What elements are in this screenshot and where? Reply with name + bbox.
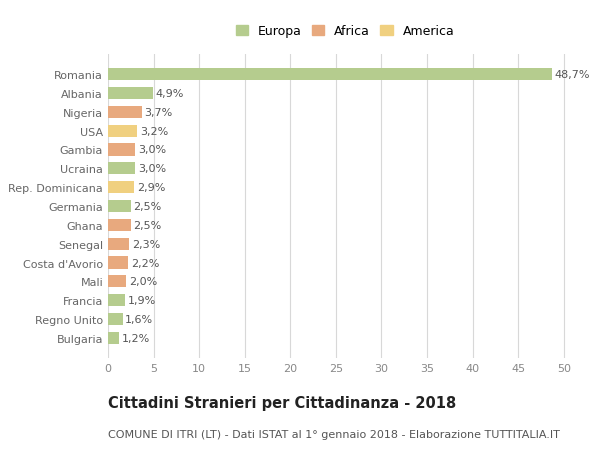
Bar (108, 219, 131, 231)
Text: 2,5%: 2,5% (134, 220, 162, 230)
Bar (108, 201, 131, 213)
Bar (108, 163, 136, 175)
Text: 2,0%: 2,0% (129, 277, 157, 287)
Text: 2,3%: 2,3% (132, 239, 160, 249)
Text: 2,2%: 2,2% (131, 258, 159, 268)
Bar (108, 257, 128, 269)
Bar (108, 332, 119, 344)
Bar (108, 313, 122, 325)
Text: Cittadini Stranieri per Cittadinanza - 2018: Cittadini Stranieri per Cittadinanza - 2… (108, 395, 456, 410)
Bar (108, 125, 137, 137)
Bar (108, 182, 134, 194)
Legend: Europa, Africa, America: Europa, Africa, America (235, 25, 455, 38)
Bar (108, 276, 126, 288)
Text: 1,9%: 1,9% (128, 296, 157, 306)
Text: 3,0%: 3,0% (138, 145, 166, 155)
Bar (108, 144, 136, 156)
Text: 2,5%: 2,5% (134, 202, 162, 212)
Bar (108, 106, 142, 119)
Text: 3,0%: 3,0% (138, 164, 166, 174)
Text: COMUNE DI ITRI (LT) - Dati ISTAT al 1° gennaio 2018 - Elaborazione TUTTITALIA.IT: COMUNE DI ITRI (LT) - Dati ISTAT al 1° g… (108, 429, 560, 439)
Bar (108, 88, 152, 100)
Bar (108, 69, 552, 81)
Text: 1,2%: 1,2% (122, 333, 150, 343)
Text: 2,9%: 2,9% (137, 183, 166, 193)
Text: 3,7%: 3,7% (145, 107, 173, 118)
Text: 4,9%: 4,9% (155, 89, 184, 99)
Text: 3,2%: 3,2% (140, 126, 168, 136)
Bar (108, 238, 129, 250)
Text: 48,7%: 48,7% (554, 70, 590, 80)
Text: 1,6%: 1,6% (125, 314, 154, 325)
Bar (108, 294, 125, 307)
